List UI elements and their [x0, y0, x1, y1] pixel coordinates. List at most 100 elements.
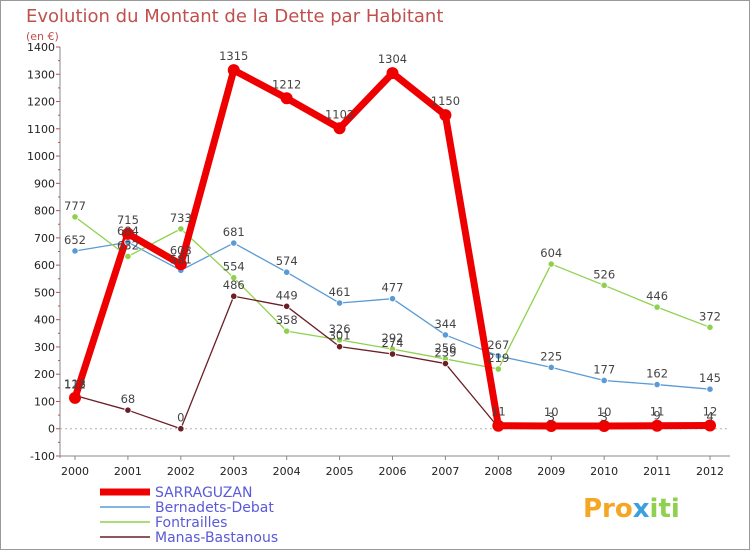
- y-tick-label: 600: [34, 259, 55, 272]
- data-point: [177, 225, 185, 233]
- data-label: 554: [223, 260, 245, 274]
- legend: SARRAGUZANBernadets-DebatFontraillesMana…: [100, 485, 278, 546]
- data-point: [124, 406, 132, 414]
- data-point: [227, 64, 240, 77]
- data-label: 0: [177, 411, 184, 425]
- y-tick-label: 100: [34, 395, 55, 408]
- data-point: [598, 420, 611, 433]
- data-label: 603: [170, 243, 192, 257]
- data-label: 574: [276, 254, 298, 268]
- data-label: 777: [64, 199, 86, 213]
- y-tick-label: 500: [34, 286, 55, 299]
- data-point: [283, 268, 291, 276]
- data-point: [335, 299, 344, 307]
- y-tick-label: 700: [34, 232, 55, 245]
- data-label: 684: [117, 224, 139, 238]
- data-label: 113: [64, 377, 86, 391]
- data-label: 632: [117, 238, 139, 252]
- x-tick-label: 2010: [590, 465, 618, 478]
- data-point: [335, 336, 344, 344]
- data-label: 10: [544, 405, 559, 419]
- data-label: 1212: [272, 77, 301, 91]
- y-tick-label: 1100: [27, 123, 55, 136]
- x-tick-label: 2002: [167, 465, 195, 478]
- y-tick-label: 200: [34, 368, 55, 381]
- data-point: [545, 420, 558, 433]
- data-label: 3: [601, 410, 608, 424]
- data-label: 12: [703, 404, 718, 418]
- y-tick-label: 1200: [27, 96, 55, 109]
- data-point: [283, 327, 291, 335]
- plot-area: [60, 47, 730, 456]
- data-label: 372: [699, 309, 721, 323]
- data-point: [174, 258, 187, 271]
- data-point: [283, 302, 291, 310]
- data-point: [653, 380, 661, 389]
- y-tick-label: 400: [34, 314, 55, 327]
- chart-subtitle: (en €): [26, 30, 59, 43]
- data-point: [388, 295, 397, 303]
- data-label: 3: [548, 410, 555, 424]
- x-tick-label: 2001: [114, 465, 142, 478]
- data-label: 11: [491, 405, 506, 419]
- data-point: [441, 359, 450, 368]
- data-label: 581: [170, 252, 192, 266]
- data-label: 733: [170, 211, 192, 225]
- data-label: 1150: [431, 94, 460, 108]
- data-point: [386, 67, 399, 80]
- data-label: 715: [117, 213, 139, 227]
- data-label: 486: [223, 278, 245, 292]
- data-point: [494, 352, 502, 360]
- data-label: 10: [597, 405, 612, 419]
- data-label: 1102: [325, 107, 354, 121]
- data-label: 225: [540, 349, 562, 363]
- y-tick-label: 1400: [27, 41, 55, 54]
- x-tick-label: 2008: [484, 465, 512, 478]
- x-tick-label: 2000: [61, 465, 89, 478]
- data-label: 256: [434, 341, 456, 355]
- data-label: 449: [276, 288, 298, 302]
- data-label: 358: [276, 313, 298, 327]
- data-point: [230, 239, 238, 247]
- data-label: 1304: [378, 52, 407, 66]
- data-label: 239: [434, 346, 456, 360]
- x-tick-label: 2003: [220, 465, 248, 478]
- y-tick-label: 800: [34, 205, 55, 218]
- data-label: 461: [329, 285, 351, 299]
- data-label: 477: [382, 281, 404, 295]
- data-point: [439, 109, 452, 122]
- data-point: [653, 303, 661, 311]
- data-label: 162: [646, 367, 668, 381]
- axes: -100010020030040050060070080090010001100…: [27, 41, 730, 478]
- data-point: [441, 331, 450, 339]
- data-point: [124, 252, 132, 261]
- data-label: 292: [382, 331, 404, 345]
- y-tick-label: -100: [30, 450, 55, 463]
- data-point: [71, 213, 79, 221]
- y-tick-label: 300: [34, 341, 55, 354]
- data-label: 122: [64, 377, 86, 391]
- data-point: [335, 343, 344, 351]
- data-point: [704, 419, 716, 432]
- data-label: 68: [121, 392, 136, 406]
- data-point: [547, 363, 555, 371]
- data-point: [494, 365, 502, 373]
- data-label: 4: [706, 410, 713, 424]
- x-tick-label: 2012: [696, 465, 724, 478]
- data-point: [280, 92, 293, 105]
- y-tick-label: 900: [34, 177, 55, 190]
- data-label: 145: [699, 371, 721, 385]
- data-label: 267: [487, 338, 509, 352]
- y-tick-label: 1000: [27, 150, 55, 163]
- data-label: 177: [593, 362, 615, 376]
- data-label: 604: [540, 246, 562, 260]
- data-label: 11: [650, 405, 665, 419]
- data-label: 526: [593, 267, 615, 281]
- data-point: [71, 247, 79, 255]
- data-label: 652: [64, 233, 86, 247]
- x-tick-label: 2011: [643, 465, 671, 478]
- y-tick-label: 0: [48, 423, 55, 436]
- data-label: 681: [223, 225, 245, 239]
